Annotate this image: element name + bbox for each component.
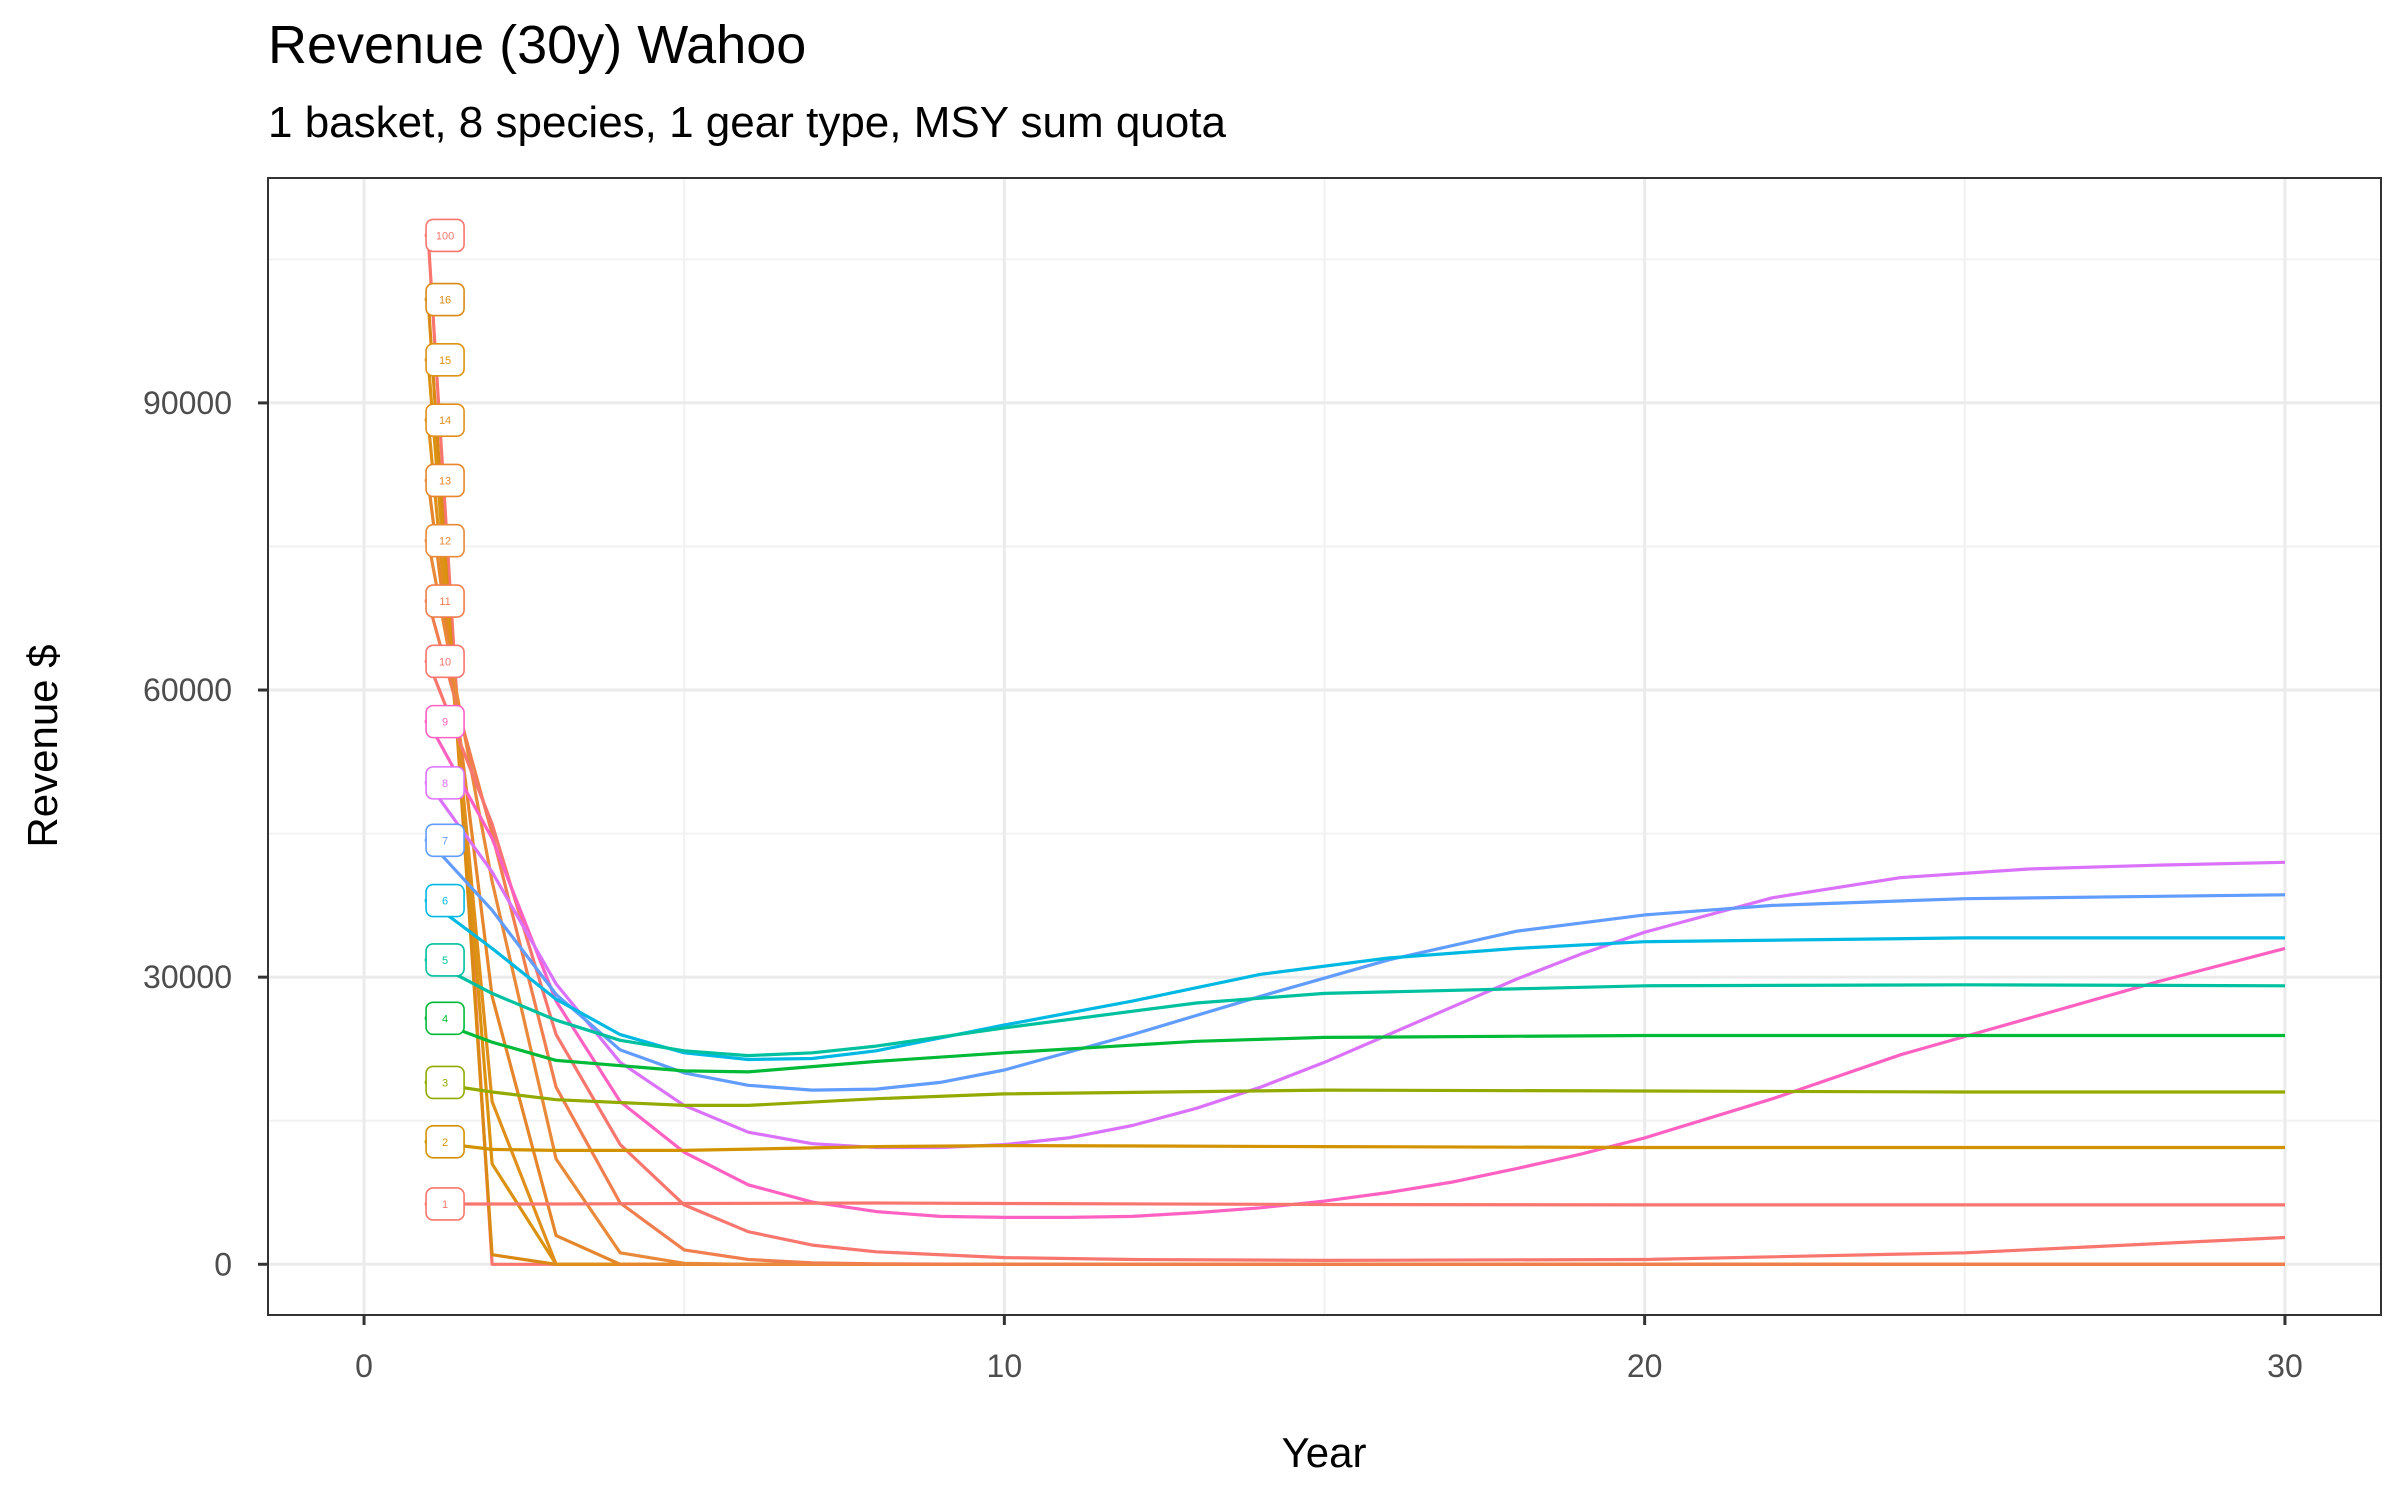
x-axis-title: Year bbox=[1282, 1429, 1367, 1476]
minor-gridlines bbox=[268, 178, 2381, 1315]
series-line-10 bbox=[426, 660, 2286, 1262]
y-tick-label: 90000 bbox=[143, 385, 232, 421]
chart-subtitle: 1 basket, 8 species, 1 gear type, MSY su… bbox=[268, 98, 1226, 147]
plot-border bbox=[267, 177, 2382, 1316]
series-line-1 bbox=[428, 1201, 2285, 1207]
line-label-7: 7 bbox=[442, 835, 448, 847]
line-label-5: 5 bbox=[442, 955, 448, 967]
line-label-box-4 bbox=[425, 1001, 465, 1036]
series-line-7 bbox=[426, 839, 2286, 1092]
line-label-6: 6 bbox=[442, 896, 448, 908]
x-axis: 0 10 20 30 bbox=[355, 1315, 2303, 1384]
line-label-box-8 bbox=[425, 766, 465, 800]
line-label-9: 9 bbox=[442, 717, 448, 729]
line-label-box-1 bbox=[425, 1187, 465, 1221]
line-label-16: 16 bbox=[439, 295, 451, 307]
series-line-3 bbox=[427, 1080, 2285, 1107]
series-line-11 bbox=[426, 600, 2285, 1266]
line-label-box-15 bbox=[425, 343, 465, 377]
line-label-13: 13 bbox=[439, 475, 451, 487]
x-tick-label: 30 bbox=[2267, 1348, 2303, 1384]
line-label-11: 11 bbox=[439, 596, 450, 608]
line-label-12: 12 bbox=[439, 536, 451, 548]
line-label-box-10 bbox=[425, 644, 465, 679]
line-label-box-7 bbox=[425, 823, 465, 858]
y-tick-label: 60000 bbox=[143, 672, 232, 708]
line-label-2: 2 bbox=[442, 1137, 448, 1149]
line-label-box-11 bbox=[425, 584, 465, 618]
y-tick-label: 30000 bbox=[143, 959, 232, 995]
line-label-box-16 bbox=[425, 282, 465, 317]
x-tick-label: 10 bbox=[987, 1348, 1023, 1384]
y-tick-label: 0 bbox=[214, 1246, 232, 1282]
series-line-5 bbox=[427, 958, 2286, 1058]
line-label-box-14 bbox=[425, 403, 465, 437]
series-line-2 bbox=[427, 1140, 2285, 1152]
line-label-1: 1 bbox=[442, 1199, 448, 1211]
line-label-box-5 bbox=[425, 943, 465, 977]
line-label-box-9 bbox=[425, 704, 465, 739]
line-label-box-6 bbox=[425, 883, 465, 918]
line-label-box-2 bbox=[425, 1124, 465, 1159]
line-label-4: 4 bbox=[442, 1013, 448, 1025]
series-line-4 bbox=[427, 1016, 2285, 1074]
line-label-box-12 bbox=[425, 523, 465, 558]
line-label-100: 100 bbox=[436, 230, 454, 242]
series-line-9 bbox=[426, 720, 2286, 1219]
line-label-15: 15 bbox=[439, 355, 451, 367]
line-label-3: 3 bbox=[442, 1077, 448, 1089]
line-label-box-3 bbox=[425, 1065, 465, 1100]
line-label-8: 8 bbox=[442, 778, 448, 790]
line-label-box-100 bbox=[425, 218, 465, 253]
line-label-box-13 bbox=[425, 463, 465, 498]
x-tick-label: 20 bbox=[1627, 1348, 1663, 1384]
chart-title: Revenue (30y) Wahoo bbox=[268, 15, 807, 75]
line-label-14: 14 bbox=[439, 415, 451, 427]
line-label-10: 10 bbox=[439, 656, 451, 668]
series-layer bbox=[424, 231, 2286, 1266]
y-axis-title: Revenue $ bbox=[19, 644, 66, 847]
x-tick-label: 0 bbox=[355, 1348, 373, 1384]
y-axis: 0 30000 60000 90000 bbox=[143, 385, 268, 1282]
